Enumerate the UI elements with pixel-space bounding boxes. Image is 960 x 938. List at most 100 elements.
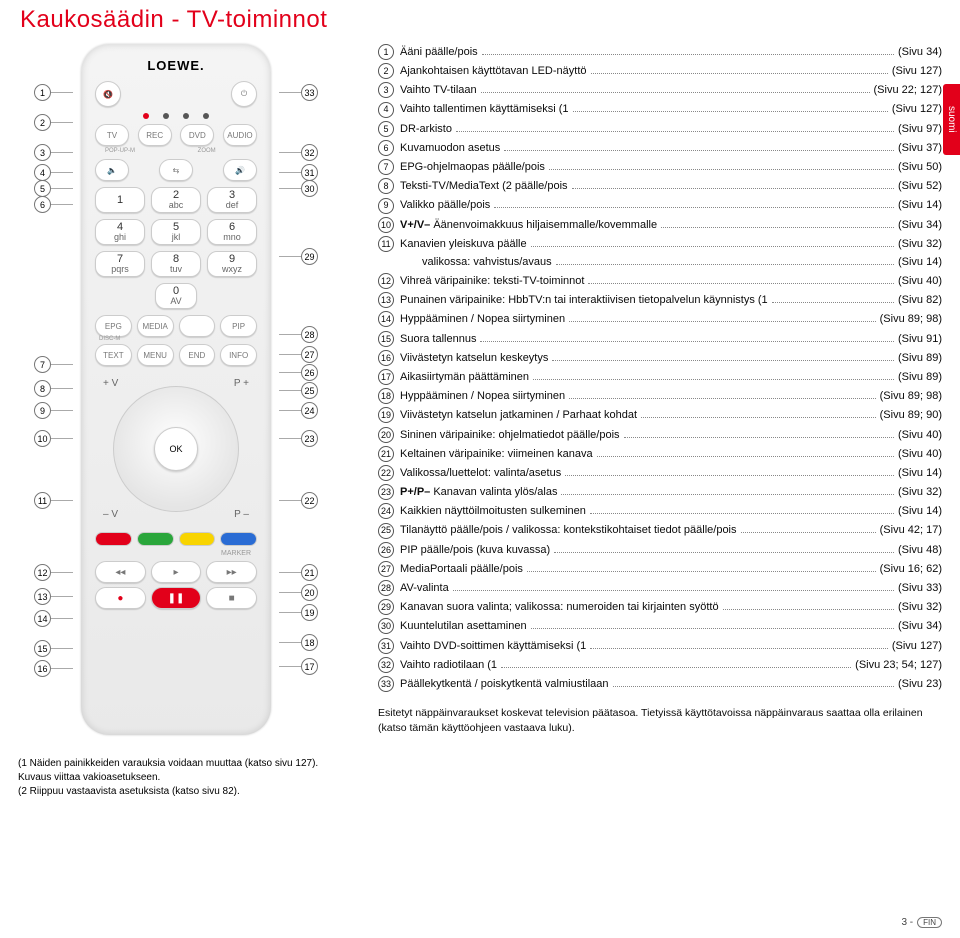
prog-down-label: P –	[234, 509, 249, 520]
left-footnotes: (1 Näiden painikkeiden varauksia voidaan…	[18, 757, 338, 799]
callout-19: 19	[279, 604, 318, 621]
led-row	[95, 113, 257, 119]
menu-menu[interactable]: MENU	[137, 344, 174, 366]
menu-row-2: TEXTMENUENDINFO	[95, 344, 257, 366]
callout-15: 15	[34, 640, 73, 657]
list-row: 17Aikasiirtymän päättäminen(Sivu 89)	[378, 369, 942, 385]
description-list: 1Ääni päälle/pois(Sivu 34)2Ajankohtaisen…	[378, 44, 942, 692]
transport-key[interactable]: ▸	[151, 561, 202, 583]
ok-button[interactable]: OK	[154, 427, 198, 471]
list-row: 16Viivästetyn katselun keskeytys(Sivu 89…	[378, 350, 942, 366]
left-column: 12345678910111213141516 LOEWE. 🔇 ⏻ TVREC…	[18, 44, 358, 735]
list-row: 9Valikko päälle/pois(Sivu 14)	[378, 198, 942, 214]
callout-23: 23	[279, 430, 318, 447]
callout-12: 12	[34, 564, 73, 581]
sound-mode-b[interactable]: ⇆	[159, 159, 193, 181]
list-row: 18Hyppääminen / Nopea siirtyminen(Sivu 8…	[378, 388, 942, 404]
list-row: 25Tilanäyttö päälle/pois / valikossa: ko…	[378, 523, 942, 539]
transport-key[interactable]: ●	[95, 587, 146, 609]
callout-29: 29	[279, 248, 318, 265]
callout-28: 28	[279, 326, 318, 343]
key-3[interactable]: 3def	[207, 187, 257, 213]
nav-pad[interactable]: OK + V P + – V P –	[101, 374, 251, 524]
list-row: 22Valikossa/luettelot: valinta/asetus(Si…	[378, 465, 942, 481]
sound-mode-a[interactable]: 🔈	[95, 159, 129, 181]
key-6[interactable]: 6mno	[207, 219, 257, 245]
transport-key[interactable]: ▸▸	[206, 561, 257, 583]
key-9[interactable]: 9wxyz	[207, 251, 257, 277]
list-row: 27MediaPortaali päälle/pois(Sivu 16; 62)	[378, 561, 942, 577]
key-8[interactable]: 8tuv	[151, 251, 201, 277]
list-row: 19Viivästetyn katselun jatkaminen / Parh…	[378, 407, 942, 423]
menu-text[interactable]: TEXT	[95, 344, 132, 366]
list-row: 10V+/V– Äänenvoimakkuus hiljaisemmalle/k…	[378, 217, 942, 233]
list-row: 12Vihreä väripainike: teksti-TV-toiminno…	[378, 273, 942, 289]
menu-blank[interactable]	[179, 315, 216, 337]
power-button[interactable]: ⏻	[231, 81, 257, 107]
callout-8: 8	[34, 380, 73, 397]
footnote-line: (1 Näiden painikkeiden varauksia voidaan…	[18, 757, 338, 785]
callout-5: 5	[34, 180, 73, 197]
callout-2: 2	[34, 114, 73, 131]
source-audio[interactable]: AUDIO	[223, 124, 257, 146]
tiny-labels: POP-UP-MZOOM	[95, 148, 257, 154]
sound-row: 🔈 ⇆ 🔊	[95, 159, 257, 181]
list-row: 30Kuuntelutilan asettaminen(Sivu 34)	[378, 618, 942, 634]
source-rec[interactable]: REC	[138, 124, 172, 146]
footnote-line: (2 Riippuu vastaavista asetuksista (kats…	[18, 785, 338, 799]
list-row: valikossa: vahvistus/avaus(Sivu 14)	[400, 255, 942, 270]
menu-epg[interactable]: EPG	[95, 315, 132, 337]
key-0-av[interactable]: 0 AV	[155, 283, 197, 309]
list-row: 32Vaihto radiotilaan (1(Sivu 23; 54; 127…	[378, 657, 942, 673]
remote-body: LOEWE. 🔇 ⏻ TV REC DVD AUDIO POP-UP-MZOOM 🔈 …	[81, 44, 271, 735]
callout-21: 21	[279, 564, 318, 581]
sound-mode-c[interactable]: 🔊	[223, 159, 257, 181]
color-key[interactable]	[137, 532, 174, 546]
list-row: 4Vaihto tallentimen käyttämiseksi (1(Siv…	[378, 102, 942, 118]
transport-key[interactable]: ■	[206, 587, 257, 609]
numpad: 12abc3def 4ghi5jkl6mno 7pqrs8tuv9wxyz	[95, 187, 257, 277]
menu-pip[interactable]: PIP	[220, 315, 257, 337]
transport-row-2: ●❚❚■	[95, 587, 257, 609]
list-row: 15Suora tallennus(Sivu 91)	[378, 331, 942, 347]
menu-media[interactable]: MEDIA	[137, 315, 174, 337]
key-5[interactable]: 5jkl	[151, 219, 201, 245]
list-row: 7EPG-ohjelmaopas päälle/pois(Sivu 50)	[378, 159, 942, 175]
list-row: 28AV-valinta(Sivu 33)	[378, 580, 942, 596]
source-tv[interactable]: TV	[95, 124, 129, 146]
key-4[interactable]: 4ghi	[95, 219, 145, 245]
key-1[interactable]: 1	[95, 187, 145, 213]
callout-20: 20	[279, 584, 318, 601]
right-footnote: Esitetyt näppäinvaraukset koskevat telev…	[378, 706, 942, 735]
callout-16: 16	[34, 660, 73, 677]
transport-key[interactable]: ❚❚	[151, 587, 202, 609]
key-2[interactable]: 2abc	[151, 187, 201, 213]
list-row: 33Päällekytkentä / poiskytkentä valmiust…	[378, 676, 942, 692]
brand-label: LOEWE.	[95, 58, 257, 73]
source-dvd[interactable]: DVD	[180, 124, 214, 146]
list-row: 14Hyppääminen / Nopea siirtyminen(Sivu 8…	[378, 311, 942, 327]
callout-24: 24	[279, 402, 318, 419]
callout-6: 6	[34, 196, 73, 213]
key-7[interactable]: 7pqrs	[95, 251, 145, 277]
page-number: 3 - FIN	[901, 917, 942, 928]
callout-27: 27	[279, 346, 318, 363]
menu-info[interactable]: INFO	[220, 344, 257, 366]
callout-9: 9	[34, 402, 73, 419]
mute-button[interactable]: 🔇	[95, 81, 121, 107]
color-key[interactable]	[220, 532, 257, 546]
source-row: TV REC DVD AUDIO	[95, 124, 257, 146]
callout-22: 22	[279, 492, 318, 509]
list-row: 29Kanavan suora valinta; valikossa: nume…	[378, 599, 942, 615]
menu-end[interactable]: END	[179, 344, 216, 366]
callout-17: 17	[279, 658, 318, 675]
callout-30: 30	[279, 180, 318, 197]
callouts-left: 12345678910111213141516	[18, 44, 73, 735]
callout-1: 1	[34, 84, 73, 101]
color-key[interactable]	[95, 532, 132, 546]
transport-key[interactable]: ◂◂	[95, 561, 146, 583]
top-row: 🔇 ⏻	[95, 81, 257, 107]
callout-10: 10	[34, 430, 73, 447]
vol-down-label: – V	[103, 509, 118, 520]
color-key[interactable]	[179, 532, 216, 546]
